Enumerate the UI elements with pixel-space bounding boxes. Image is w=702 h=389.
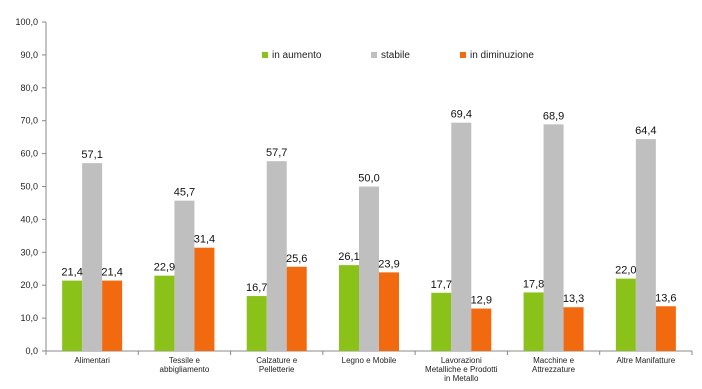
x-tick-label: Legno e Mobile [342,356,397,365]
data-label: 64,4 [635,125,656,137]
legend-label: stabile [381,50,410,61]
data-label: 13,3 [563,293,584,305]
data-label: 22,0 [615,265,636,277]
bar-stabile [543,124,564,351]
data-label: 57,1 [81,149,102,161]
legend-swatch [460,52,466,58]
y-tick-label: 40,0 [20,214,38,224]
bar-in-aumento [62,280,83,351]
y-tick-label: 70,0 [20,116,38,126]
bar-in-diminuzione [102,280,123,351]
legend-swatch [262,52,268,58]
data-label: 21,4 [101,267,122,279]
data-label: 22,9 [154,262,175,274]
x-tick-label: Lavorazioni Metalliche e Prodotti in Metal… [425,356,498,383]
legend-label: in diminuzione [470,50,534,61]
data-label: 50,0 [358,173,379,185]
bar-in-diminuzione [194,247,215,351]
y-tick-label: 60,0 [20,149,38,159]
data-label: 31,4 [194,234,215,246]
legend: in aumento stabile in diminuzione [262,50,534,61]
data-label: 16,7 [246,282,267,294]
bar-in-aumento [523,292,544,351]
bar-in-aumento [246,296,267,351]
data-label: 68,9 [543,110,564,122]
x-tick-label: Altre Manifatture [617,356,676,365]
bar-stabile [359,186,379,351]
y-tick-label: 100,0 [15,17,38,27]
bar-stabile [451,122,472,351]
bar-in-diminuzione [563,307,584,351]
data-label: 57,7 [266,147,287,159]
data-label: 17,7 [431,279,452,291]
y-tick-label: 50,0 [20,182,38,192]
x-tick-label: Calzature e Pelletterie [256,356,297,374]
x-tick-label: Macchine e Attrezzature [532,356,576,374]
bar-in-diminuzione [471,308,492,351]
y-tick-label: 90,0 [20,50,38,60]
bar-stabile [635,139,656,351]
bar-in-aumento [615,278,636,351]
bar-stabile [82,163,103,351]
x-tick-label: Alimentari [74,356,110,365]
y-tick-label: 30,0 [20,247,38,257]
data-label: 21,4 [61,267,82,279]
x-tick-label: Tessile e abbigliamento [160,356,210,374]
y-tick-label: 80,0 [20,83,38,93]
data-label: 23,9 [378,258,399,270]
data-label: 25,6 [286,253,307,265]
bar-in-aumento [431,292,452,351]
axes: 0,0 10,0 20,0 30,0 40,0 50,0 60,0 70,0 80,0 90,0 1… [15,17,693,383]
data-label: 26,1 [338,251,359,263]
y-tick-label: 10,0 [20,313,38,323]
legend-swatch [371,52,377,58]
data-label: 69,4 [451,109,472,121]
bar-in-diminuzione [286,266,307,351]
bar-stabile [174,200,195,351]
bars [62,122,676,351]
legend-label: in aumento [272,50,322,61]
data-labels: 21,4 57,1 21,4 22,9 45,7 31,4 16,7 57,7 25,6 26,1… [61,109,676,307]
y-tick-label: 20,0 [20,280,38,290]
data-label: 45,7 [174,187,195,199]
bar-stabile [266,161,287,351]
y-tick-label: 0,0 [25,346,38,356]
data-label: 12,9 [471,295,492,307]
bar-in-diminuzione [379,272,399,351]
bar-in-aumento [339,265,359,351]
bar-in-diminuzione [655,306,676,351]
data-label: 13,6 [655,292,676,304]
data-label: 17,8 [523,278,544,290]
bar-in-aumento [154,275,175,351]
